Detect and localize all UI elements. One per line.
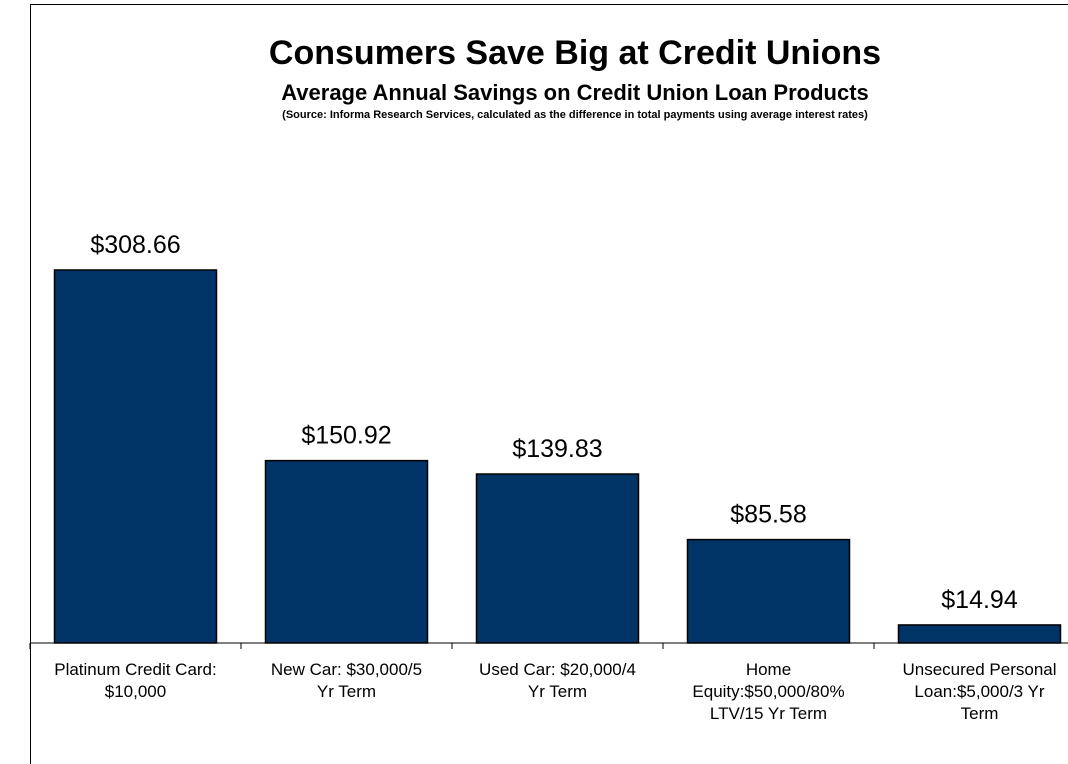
x-tick-label-3: Used Car: $20,000/4 Yr Term	[479, 660, 636, 701]
chart-subtitle: Average Annual Savings on Credit Union L…	[281, 80, 869, 105]
chart-source-note: (Source: Informa Research Services, calc…	[282, 109, 868, 121]
bar-4	[686, 538, 851, 644]
x-tick-label-2: New Car: $30,000/5 Yr Term	[271, 660, 422, 701]
data-label-5: $14.94	[941, 586, 1018, 614]
x-tick-label-4: Home Equity:$50,000/80% LTV/15 Yr Term	[692, 660, 844, 723]
chart-frame	[30, 4, 1068, 764]
data-label-1: $308.66	[90, 231, 180, 259]
x-tick-label-5: Unsecured Personal Loan:$5,000/3 Yr Term	[902, 660, 1056, 723]
bar-2	[264, 459, 429, 644]
data-label-4: $85.58	[730, 501, 806, 529]
chart-title: Consumers Save Big at Credit Unions	[268, 34, 882, 72]
bar-3	[475, 473, 640, 644]
bar-1	[53, 269, 218, 644]
x-tick-label-1: Platinum Credit Card: $10,000	[54, 660, 217, 701]
data-label-3: $139.83	[512, 435, 602, 463]
data-label-2: $150.92	[301, 422, 391, 450]
bar-5	[897, 624, 1062, 644]
